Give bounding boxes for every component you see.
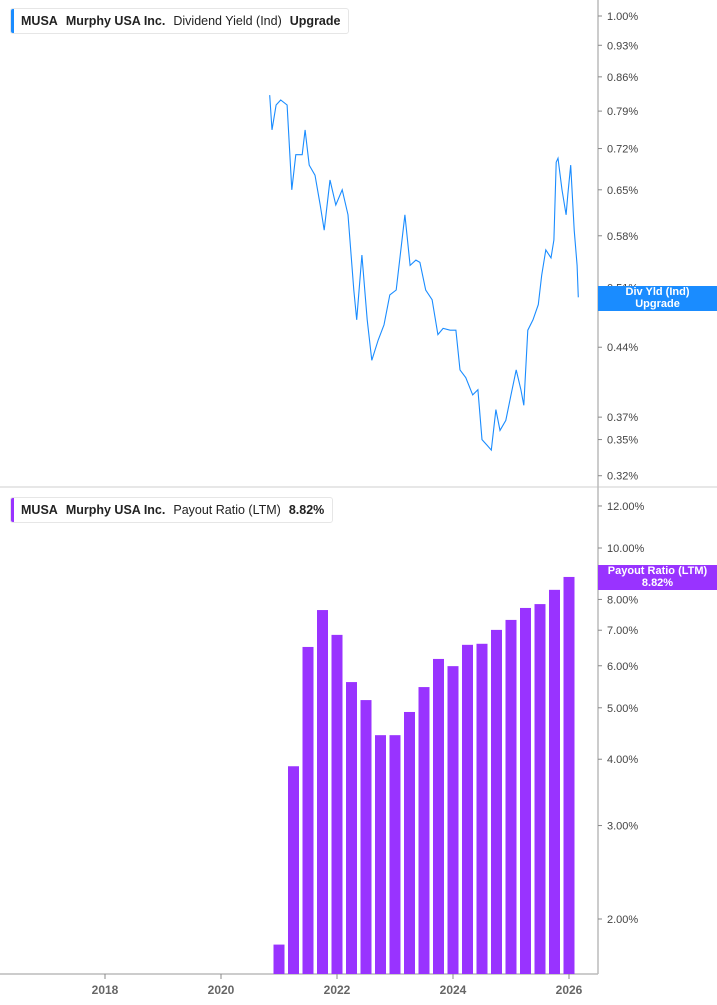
y-tick-label: 0.86%: [607, 72, 638, 84]
x-tick-label: 2024: [440, 983, 467, 997]
payout-bar: [317, 610, 328, 974]
dividend-yield-line: [269, 95, 579, 452]
y-tick-label: 0.65%: [607, 185, 638, 197]
bottom-legend: MUSA Murphy USA Inc. Payout Ratio (LTM) …: [10, 497, 334, 523]
yield-value-badge[interactable]: Div Yld (Ind) Upgrade: [598, 286, 717, 311]
payout-bar: [331, 634, 343, 974]
payout-bar: [360, 700, 372, 974]
payout-bar: [563, 576, 575, 974]
y-tick-label: 0.93%: [607, 40, 638, 52]
x-tick-label: 2026: [556, 983, 583, 997]
payout-bar: [447, 666, 459, 974]
payout-bar: [462, 644, 473, 974]
legend-company: Murphy USA Inc.: [65, 503, 166, 517]
y-tick-label: 0.32%: [607, 471, 638, 483]
badge-upgrade: Upgrade: [635, 297, 680, 310]
legend-metric: Payout Ratio (LTM): [173, 503, 281, 517]
badge-label: Div Yld (Ind): [625, 286, 690, 298]
payout-bar: [346, 682, 357, 974]
y-tick-label: 12.00%: [607, 501, 645, 513]
legend-color-swatch: [11, 9, 14, 33]
payout-bar: [549, 589, 560, 974]
payout-bar: [520, 607, 531, 974]
badge-value: 8.82%: [641, 576, 674, 589]
payout-bar: [476, 643, 488, 974]
y-tick-label: 0.44%: [607, 342, 638, 354]
y-tick-label: 4.00%: [607, 754, 638, 766]
payout-bar: [302, 646, 314, 974]
payout-bar: [433, 658, 444, 974]
y-tick-label: 0.58%: [607, 231, 638, 243]
y-tick-label: 0.72%: [607, 144, 638, 156]
payout-bar: [288, 766, 299, 974]
y-tick-label: 1.00%: [607, 11, 638, 23]
y-tick-label: 10.00%: [607, 543, 645, 555]
x-tick-label: 2020: [208, 983, 235, 997]
payout-bar: [491, 629, 502, 974]
payout-bar: [505, 619, 517, 974]
payout-bar: [273, 944, 285, 974]
y-tick-label: 5.00%: [607, 703, 638, 715]
payout-bar: [375, 735, 386, 974]
payout-bar: [389, 735, 401, 974]
x-tick-label: 2018: [92, 983, 119, 997]
payout-bar: [534, 604, 546, 974]
y-tick-label: 6.00%: [607, 661, 638, 673]
legend-ticker: MUSA: [21, 14, 58, 28]
legend-color-swatch: [11, 498, 14, 522]
payout-bar: [418, 687, 430, 974]
payout-value-badge: Payout Ratio (LTM) 8.82%: [598, 565, 717, 590]
y-tick-label: 0.37%: [607, 412, 638, 424]
legend-metric: Dividend Yield (Ind): [173, 14, 282, 28]
y-tick-label: 2.00%: [607, 914, 638, 926]
y-tick-label: 8.00%: [607, 594, 638, 606]
y-tick-label: 0.35%: [607, 435, 638, 447]
legend-value: 8.82%: [288, 503, 325, 517]
badge-label: Payout Ratio (LTM): [607, 565, 708, 577]
legend-upgrade-link[interactable]: Upgrade: [289, 14, 341, 28]
legend-company: Murphy USA Inc.: [65, 14, 166, 28]
x-tick-label: 2022: [324, 983, 351, 997]
top-legend: MUSA Murphy USA Inc. Dividend Yield (Ind…: [10, 8, 350, 34]
payout-bar: [404, 711, 415, 974]
legend-ticker: MUSA: [21, 503, 58, 517]
y-tick-label: 3.00%: [607, 821, 638, 833]
y-tick-label: 7.00%: [607, 625, 638, 637]
y-tick-label: 0.79%: [607, 106, 638, 118]
